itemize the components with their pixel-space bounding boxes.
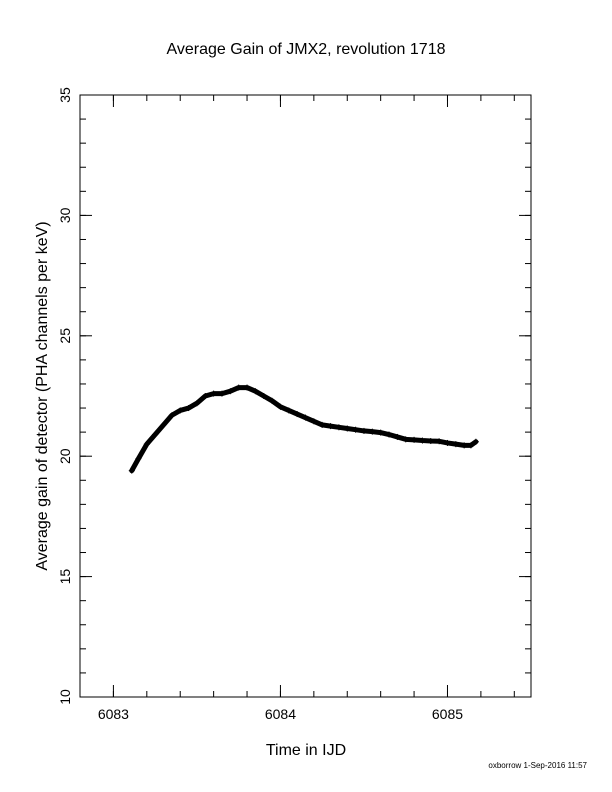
data-point bbox=[444, 439, 451, 446]
data-point bbox=[319, 421, 326, 428]
data-point bbox=[128, 467, 135, 474]
data-point bbox=[152, 431, 159, 438]
data-point bbox=[352, 426, 359, 433]
data-point bbox=[302, 414, 309, 421]
data-point bbox=[386, 431, 393, 438]
data-point bbox=[135, 455, 142, 462]
series-layer bbox=[128, 384, 479, 474]
data-point bbox=[436, 438, 443, 445]
data-point bbox=[461, 442, 468, 449]
data-point bbox=[377, 429, 384, 436]
data-point bbox=[244, 384, 251, 391]
data-point bbox=[452, 441, 459, 448]
y-tick-label: 20 bbox=[57, 448, 73, 464]
axis-tick-labels: 6083 6084 6085 10 15 20 25 30 35 bbox=[57, 87, 463, 722]
y-tick-label: 30 bbox=[57, 207, 73, 223]
data-point bbox=[168, 412, 175, 419]
data-point bbox=[227, 388, 234, 395]
data-point bbox=[427, 438, 434, 445]
data-point bbox=[143, 441, 150, 448]
data-point bbox=[285, 407, 292, 414]
data-point bbox=[193, 400, 200, 407]
x-tick-label: 6085 bbox=[432, 706, 463, 722]
data-point bbox=[360, 427, 367, 434]
data-point bbox=[277, 403, 284, 410]
data-point bbox=[369, 428, 376, 435]
plot-frame bbox=[79, 94, 532, 698]
data-point bbox=[394, 433, 401, 440]
data-point bbox=[335, 424, 342, 431]
data-point bbox=[294, 411, 301, 418]
data-point bbox=[467, 442, 474, 449]
data-point bbox=[235, 384, 242, 391]
data-point bbox=[185, 405, 192, 412]
y-axis-label: Average gain of detector (PHA channels p… bbox=[34, 221, 51, 570]
data-point bbox=[411, 436, 418, 443]
data-point bbox=[177, 407, 184, 414]
y-tick-label: 35 bbox=[57, 87, 73, 103]
data-point bbox=[160, 421, 167, 428]
data-point bbox=[344, 425, 351, 432]
data-point bbox=[210, 390, 217, 397]
series-line bbox=[129, 385, 479, 474]
x-axis-label: Time in IJD bbox=[266, 742, 346, 759]
data-point bbox=[419, 437, 426, 444]
data-point bbox=[310, 418, 317, 425]
y-tick-label: 25 bbox=[57, 328, 73, 344]
data-point bbox=[269, 397, 276, 404]
data-point bbox=[327, 423, 334, 430]
y-tick-label: 15 bbox=[57, 569, 73, 585]
x-tick-label: 6084 bbox=[265, 706, 296, 722]
data-point bbox=[202, 393, 209, 399]
data-point bbox=[260, 393, 267, 399]
x-tick-label: 6083 bbox=[98, 706, 129, 722]
data-point bbox=[252, 388, 259, 395]
y-tick-label: 10 bbox=[57, 689, 73, 705]
footer-stamp: oxborrow 1-Sep-2016 11:57 bbox=[488, 761, 587, 770]
data-point bbox=[402, 436, 409, 443]
axis-ticks bbox=[79, 94, 531, 698]
chart-title: Average Gain of JMX2, revolution 1718 bbox=[167, 41, 446, 58]
data-point bbox=[218, 390, 225, 397]
data-point bbox=[472, 438, 479, 445]
